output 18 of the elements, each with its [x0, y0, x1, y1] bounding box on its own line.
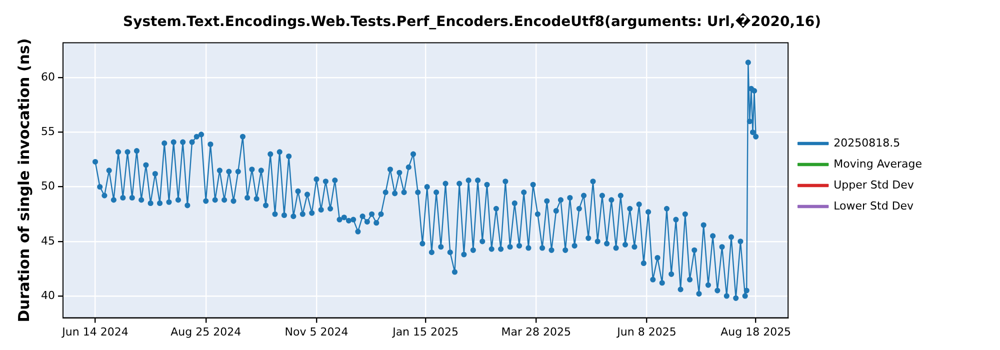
y-tick-label: 40: [40, 288, 55, 302]
y-tick-label: 60: [40, 70, 55, 84]
legend-label: Upper Std Dev: [834, 178, 914, 192]
x-tick-label: Jan 15 2025: [392, 325, 459, 338]
legend-label: Lower Std Dev: [834, 199, 914, 212]
x-tick-label: Jun 8 2025: [616, 325, 676, 338]
x-tick-label: Nov 5 2024: [284, 325, 348, 338]
y-tick-label: 45: [40, 234, 55, 248]
y-tick-label: 50: [40, 180, 55, 193]
legend-label: Moving Average: [834, 157, 922, 170]
chart-title: System.Text.Encodings.Web.Tests.Perf_Encoders.EncodeUtf8(arguments: Url,�2020,16): [123, 13, 821, 30]
x-tick-label: Jun 14 2024: [61, 325, 128, 338]
x-tick-label: Aug 18 2025: [720, 325, 792, 338]
legend-label: 20250818.5: [834, 136, 900, 150]
y-tick-label: 55: [40, 125, 55, 138]
y-axis-title: Duration of single invocation (ns): [14, 38, 33, 322]
x-tick-label: Aug 25 2024: [170, 325, 242, 338]
x-tick-label: Mar 28 2025: [501, 325, 572, 338]
